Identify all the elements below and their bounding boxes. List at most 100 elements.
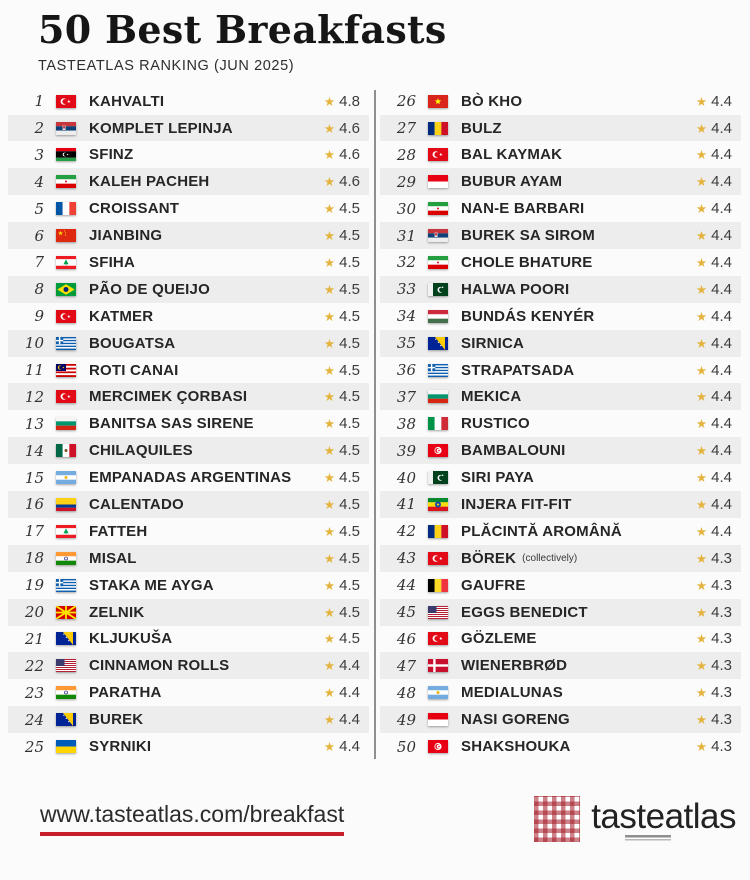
rating-value: 4.4 <box>711 119 732 137</box>
dish-name: BUREK SA SIROM <box>461 227 595 245</box>
list-item: 18 MISAL ★ 4.5 <box>8 544 369 572</box>
list-item: 23 PARATHA ★ 4.4 <box>8 679 369 706</box>
dish-name: SIRI PAYA <box>461 469 534 487</box>
flag-iran-icon <box>56 175 76 189</box>
flag-pakistan-icon <box>428 471 448 485</box>
rank-number: 10 <box>24 334 44 353</box>
star-icon: ★ <box>323 363 336 378</box>
rank-number: 5 <box>34 199 44 218</box>
rank-number: 8 <box>34 280 44 299</box>
star-icon: ★ <box>323 229 336 244</box>
flag-lebanon-icon <box>56 524 76 538</box>
rating: ★ 4.5 <box>324 254 360 271</box>
rating: ★ 4.3 <box>696 550 732 567</box>
star-icon: ★ <box>695 255 708 270</box>
rating-value: 4.4 <box>711 307 732 325</box>
star-icon: ★ <box>695 282 708 297</box>
dish-name: EMPANADAS ARGENTINAS <box>89 469 292 487</box>
flag-brazil-icon <box>56 282 76 296</box>
rating: ★ 4.3 <box>696 711 732 728</box>
rating-value: 4.5 <box>339 253 360 271</box>
rating: ★ 4.4 <box>324 711 360 728</box>
star-icon: ★ <box>323 578 336 593</box>
star-icon: ★ <box>323 390 336 405</box>
dish-name: CROISSANT <box>89 200 180 218</box>
rating-value: 4.4 <box>339 711 360 729</box>
list-item: 34 BUNDÁS KENYÉR ★ 4.4 <box>380 303 741 330</box>
rank-number: 23 <box>24 683 44 702</box>
dish-name: BUREK <box>89 711 144 729</box>
flag-france-icon <box>56 202 76 216</box>
rank-number: 43 <box>396 549 416 568</box>
star-icon: ★ <box>695 497 708 512</box>
dish-name: KATMER <box>89 307 154 325</box>
rank-number: 40 <box>396 468 416 487</box>
rank-number: 46 <box>396 629 416 648</box>
rank-number: 17 <box>24 522 44 541</box>
list-item: 31 BUREK SA SIROM ★ 4.4 <box>380 222 741 250</box>
rating: ★ 4.4 <box>696 335 732 352</box>
flag-tunisia-icon <box>428 444 448 458</box>
star-icon: ★ <box>323 659 336 674</box>
star-icon: ★ <box>695 121 708 136</box>
flag-greece-icon <box>56 578 76 592</box>
dish-name: WIENERBRØD <box>461 657 568 675</box>
rank-number: 15 <box>24 468 44 487</box>
list-item: 21 KLJUKUŠA ★ 4.5 <box>8 626 369 653</box>
rating: ★ 4.5 <box>324 335 360 352</box>
flag-denmark-icon <box>428 659 448 673</box>
flag-vietnam-icon <box>428 94 448 108</box>
rank-number: 45 <box>396 603 416 622</box>
list-item: 12 MERCIMEK ÇORBASI ★ 4.5 <box>8 383 369 411</box>
dish-name: STRAPATSADA <box>461 361 575 379</box>
rank-number: 33 <box>396 280 416 299</box>
rating-value: 4.5 <box>339 280 360 298</box>
header: 50 Best Breakfasts TASTEATLAS RANKING (J… <box>0 0 750 74</box>
star-icon: ★ <box>695 713 708 728</box>
rating: ★ 4.4 <box>696 281 732 298</box>
rating-value: 4.4 <box>711 280 732 298</box>
dish-name: MISAL <box>89 549 137 567</box>
rank-number: 1 <box>34 92 44 111</box>
rank-number: 39 <box>396 441 416 460</box>
list-item: 19 STAKA ME AYGA ★ 4.5 <box>8 572 369 599</box>
list-item: 45 EGGS BENEDICT ★ 4.3 <box>380 598 741 626</box>
rating: ★ 4.3 <box>696 577 732 594</box>
star-icon: ★ <box>695 524 708 539</box>
rating-value: 4.4 <box>711 92 732 110</box>
star-icon: ★ <box>323 471 336 486</box>
list-item: 36 STRAPATSADA ★ 4.4 <box>380 357 741 384</box>
flag-turkey-icon <box>56 309 76 323</box>
list-item: 48 MEDIALUNAS ★ 4.3 <box>380 679 741 706</box>
rating: ★ 4.4 <box>696 388 732 405</box>
star-icon: ★ <box>695 471 708 486</box>
rating: ★ 4.4 <box>324 657 360 674</box>
rank-number: 20 <box>24 603 44 622</box>
rating: ★ 4.5 <box>324 388 360 405</box>
rating-value: 4.4 <box>339 738 360 755</box>
flag-romania-icon <box>428 524 448 538</box>
rating-value: 4.3 <box>711 711 732 729</box>
rating-value: 4.4 <box>711 522 732 540</box>
dish-name: CHOLE BHATURE <box>461 253 593 271</box>
rating: ★ 4.5 <box>324 442 360 459</box>
rating-value: 4.5 <box>339 200 360 218</box>
flag-indonesia-icon <box>428 713 448 727</box>
rating: ★ 4.4 <box>696 146 732 163</box>
rating: ★ 4.6 <box>324 146 360 163</box>
rating: ★ 4.4 <box>696 496 732 513</box>
dish-name: KAHVALTI <box>89 92 165 110</box>
star-icon: ★ <box>695 229 708 244</box>
dish-name: ZELNIK <box>89 603 145 621</box>
rank-number: 27 <box>396 119 416 138</box>
list-item: 5 CROISSANT ★ 4.5 <box>8 195 369 222</box>
rating: ★ 4.3 <box>696 630 732 647</box>
flag-greece-icon <box>428 363 448 377</box>
star-icon: ★ <box>695 309 708 324</box>
rating: ★ 4.5 <box>324 630 360 647</box>
dish-name: CALENTADO <box>89 495 184 513</box>
flag-lebanon-icon <box>56 255 76 269</box>
ranking-list: 1 KAHVALTI ★ 4.8 2 KOMPLET LEPINJA ★ 4.6 3 SFINZ ★… <box>0 88 750 760</box>
star-icon: ★ <box>695 417 708 432</box>
